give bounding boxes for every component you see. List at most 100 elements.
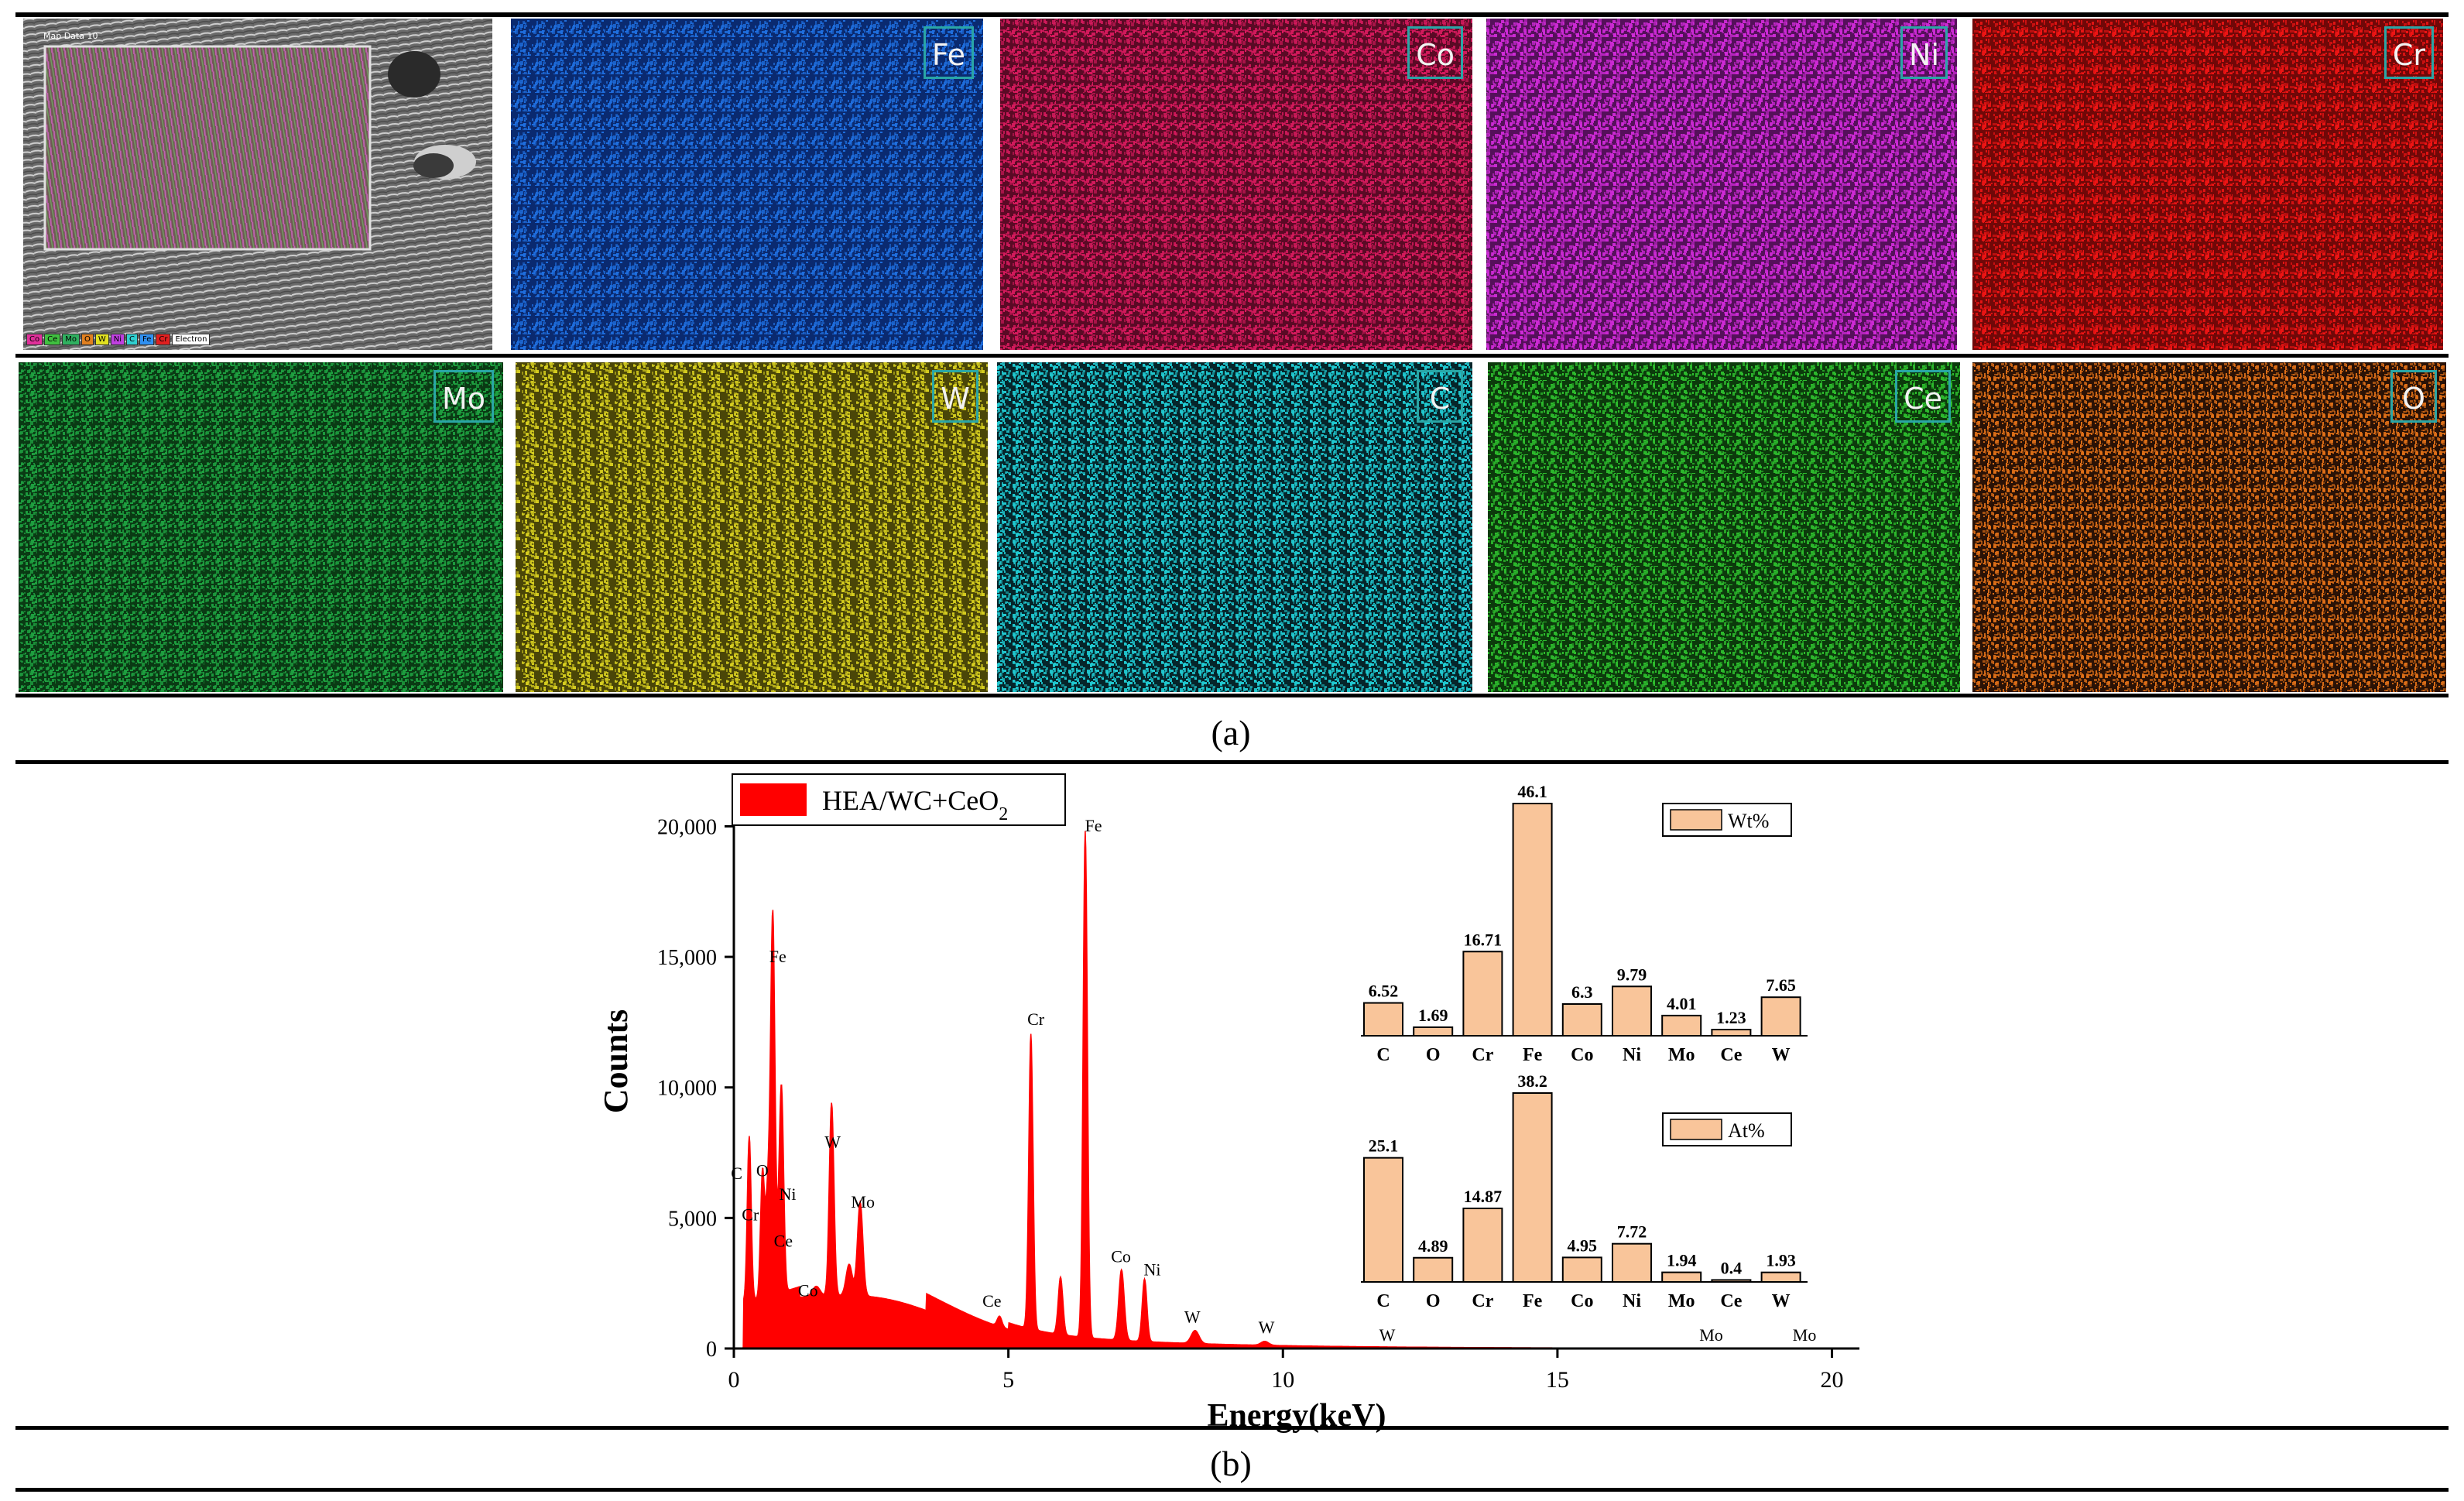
peak-label: Ce [774,1231,793,1250]
wt-inset-value-label: 1.69 [1418,1006,1448,1025]
wt-inset-category-label: Ni [1623,1045,1641,1065]
spectrum-legend-swatch [740,783,807,816]
lower-rule [15,694,2449,697]
at-inset-legend-swatch [1670,1119,1722,1140]
wt-inset-category-label: O [1426,1045,1441,1065]
map-title: Map Data 10 [43,31,98,41]
wt-inset-category-label: W [1772,1045,1791,1065]
wt-inset-bar [1363,1002,1403,1037]
wt-inset-category-label: Cr [1472,1045,1493,1065]
at-inset-bar [1462,1208,1503,1283]
map-speckle [1000,19,1472,350]
wt-inset-bar [1711,1028,1752,1037]
at-inset-category-label: Fe [1523,1291,1543,1311]
at-inset-value-label: 25.1 [1369,1136,1399,1156]
at-inset-bar [1612,1242,1652,1283]
map-label-ce: Ce [1895,370,1951,423]
map-fe: Fe [511,19,983,350]
wt-inset-bar [1661,1014,1702,1037]
peak-label: C [731,1163,742,1183]
peak-label: W [1259,1318,1275,1337]
bottom-rule [15,1488,2449,1492]
at-inset-value-label: 4.95 [1568,1235,1598,1255]
wt-inset-value-label: 7.65 [1766,975,1796,995]
top-rule [15,12,2449,17]
y-tick-label: 5,000 [668,1207,717,1231]
at-inset-value-label: 7.72 [1617,1222,1647,1242]
y-tick-label: 10,000 [657,1077,717,1101]
electron-legend-chip: Ni [110,334,125,345]
map-label-o: O [2390,370,2437,423]
at-inset-value-label: 1.94 [1667,1251,1697,1270]
wt-inset-value-label: 6.3 [1571,982,1593,1002]
map-ce: Ce [1488,362,1960,692]
wt-inset-category-label: C [1376,1045,1390,1065]
map-label-mo: Mo [433,370,494,423]
x-tick-label: 10 [1271,1367,1294,1393]
at-inset-bar [1512,1092,1553,1283]
at-inset-value-label: 14.87 [1464,1187,1503,1206]
wt-inset-value-label: 46.1 [1517,782,1547,801]
map-o: O [1972,362,2446,692]
peak-label: Cr [742,1205,759,1225]
electron-legend-chip: Co [26,334,43,345]
electron-legend-chip: C [126,334,139,345]
at-inset-bar [1413,1256,1454,1283]
wt-inset-category-label: Mo [1668,1045,1695,1065]
at-inset-bar [1760,1271,1801,1283]
map-speckle [511,19,983,350]
map-label-c: C [1417,370,1463,423]
wt-inset-category-label: Co [1571,1045,1593,1065]
map-speckle [1488,362,1960,692]
y-axis-label: Counts [597,1009,635,1114]
at-inset-bar [1561,1256,1602,1283]
peak-label: Fe [769,947,786,966]
peak-label: Mo [1793,1325,1817,1345]
spectrum-legend-subscript: 2 [999,804,1008,824]
x-tick-label: 5 [1002,1367,1014,1393]
at-inset-value-label: 4.89 [1418,1236,1448,1256]
peak-label: Ni [1143,1260,1160,1280]
electron-legend-chip: W [94,334,109,345]
peak-label: Fe [1085,816,1102,835]
peak-label: Cr [1027,1009,1045,1029]
electron-legend-chip: O [81,334,94,345]
at-inset-category-label: Mo [1668,1291,1695,1311]
map-cr: Cr [1972,19,2443,350]
wt-inset-value-label: 4.01 [1667,994,1697,1013]
map-speckle [997,362,1472,692]
electron-image: Map Data 10 Co Ce Mo O W Ni C Fe Cr Electron [23,19,492,350]
middle-rule [15,354,2449,358]
at-inset-bar [1661,1271,1702,1283]
at-inset-value-label: 0.4 [1721,1258,1743,1277]
panel-b-bottom-rule [15,1426,2449,1430]
electron-texture [23,19,492,350]
map-speckle [1972,19,2443,350]
map-speckle [1972,362,2446,692]
caption-a: (a) [1211,713,1251,752]
map-speckle [516,362,988,692]
electron-legend-chip: Ce [44,334,61,345]
peak-label: Ni [780,1184,797,1204]
map-label-cr: Cr [2383,26,2434,79]
wt-inset-bar [1413,1026,1454,1037]
peak-label: Co [798,1281,818,1301]
wt-inset-bar [1760,996,1801,1037]
at-inset-category-label: O [1426,1291,1441,1311]
at-inset-category-label: Ce [1720,1291,1742,1311]
wt-inset-value-label: 16.71 [1464,930,1503,949]
peak-label: W [1184,1307,1201,1326]
map-ni: Ni [1486,19,1957,350]
at-inset-category-label: C [1376,1291,1390,1311]
wt-inset-value-label: 1.23 [1716,1008,1746,1027]
electron-legend-chip: Cr [156,334,171,345]
wt-inset-bar [1612,985,1652,1037]
map-label-ni: Ni [1900,26,1948,79]
at-inset-legend-label: At% [1728,1119,1765,1142]
map-co: Co [1000,19,1472,350]
caption-b: (b) [1210,1444,1252,1483]
y-tick-label: 15,000 [657,946,717,970]
wt-inset-bar [1561,1003,1602,1037]
map-w: W [516,362,988,692]
at-inset-category-label: Cr [1472,1291,1493,1311]
